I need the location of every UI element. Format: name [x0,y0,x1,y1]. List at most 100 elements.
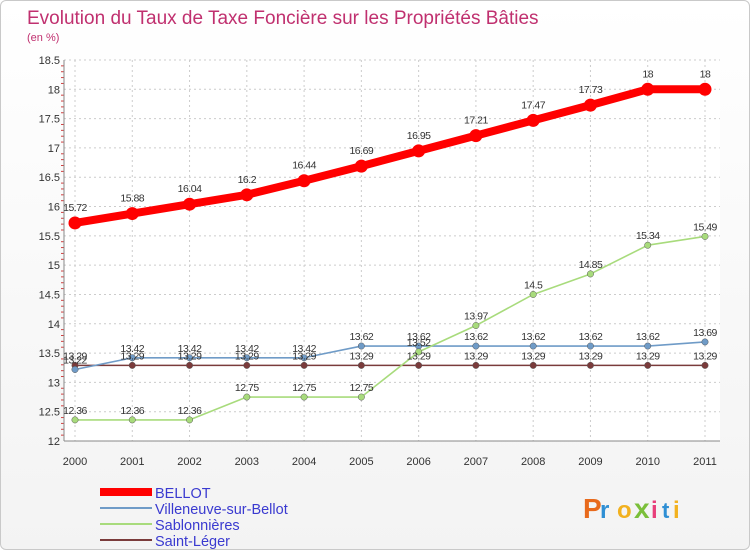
data-label: 13.42 [292,343,316,355]
data-label: 13.62 [407,331,431,343]
data-label: 12.75 [235,382,259,394]
data-label: 13.62 [579,331,603,343]
data-label: 13.29 [120,350,144,362]
y-tick-label: 17.5 [39,114,60,126]
data-label: 13.29 [579,350,603,362]
legend-label-1: Villeneuve-sur-Bellot [155,502,288,518]
y-tick-label: 12.5 [39,407,60,419]
data-point [357,361,365,369]
data-point [128,354,136,362]
x-tick-label: 2004 [292,456,316,468]
logo-letter: o [617,497,632,524]
data-point [300,361,308,369]
x-tick-label: 2000 [63,456,87,468]
x-tick-label: 2005 [349,456,373,468]
legend: BELLOTVilleneuve-sur-BellotSablonnièresS… [100,486,288,550]
proxiti-logo: Pr o x i t i [583,493,680,524]
y-tick-label: 14.5 [39,289,60,301]
data-point [243,361,251,369]
x-tick-label: 2001 [120,456,144,468]
data-point [701,232,709,240]
data-label: 16.2 [238,174,257,186]
data-point [583,98,597,112]
data-point [641,82,655,96]
y-tick-label: 13.5 [39,348,60,360]
data-point [71,416,79,424]
legend-label-0: BELLOT [155,486,211,502]
data-label: 15.34 [636,230,660,242]
data-point [529,342,537,350]
data-point [472,322,480,329]
x-tick-label: 2007 [464,456,488,468]
logo-letter: i [673,497,680,524]
data-label: 13.22 [63,354,87,366]
data-label: 13.52 [407,337,431,349]
data-point [701,338,709,346]
y-tick-label: 18 [48,84,60,96]
data-point [183,197,197,211]
data-point [186,354,193,362]
data-label: 13.97 [464,311,488,323]
data-label: 12.75 [349,382,373,394]
data-point [472,342,480,350]
logo-letter: r [600,497,609,524]
data-label: 12.36 [120,405,144,417]
logo-letter: t [662,498,670,523]
data-point [186,416,193,424]
data-point [698,82,712,96]
data-point [300,393,308,401]
data-point [240,188,254,202]
data-label: 13.62 [349,331,373,343]
data-label: 13.29 [178,350,202,362]
data-point [587,361,594,369]
y-tick-label: 14 [48,319,60,331]
data-label: 13.29 [349,350,373,362]
data-point [529,291,537,298]
data-point [526,113,540,127]
legend-label-2: Sablonnières [155,518,240,534]
data-point [644,361,652,369]
data-point [644,241,652,249]
data-point [71,366,79,373]
data-point [701,361,709,369]
data-point [357,393,365,401]
data-point [243,354,251,362]
data-point [128,361,136,369]
grid-layer [64,59,720,442]
y-tick-label: 16.5 [39,172,60,184]
y-tick-label: 16 [48,202,60,214]
data-point [472,361,480,369]
data-point [300,354,308,362]
series-line-1 [74,341,706,371]
data-label: 13.42 [235,343,259,355]
x-tick-label: 2011 [693,456,717,468]
logo-letter: P [583,493,602,524]
plot-area [64,60,720,441]
data-point [357,342,365,350]
y-tick-label: 12 [48,436,60,448]
series-line-0 [74,85,705,227]
data-point [412,144,426,158]
data-point [243,393,251,401]
chart-subtitle: (en %) [27,32,59,44]
data-label: 14.5 [524,279,543,291]
data-label: 16.04 [178,183,202,195]
data-point [587,270,594,278]
y-tick-label: 17 [48,143,60,155]
data-label: 13.69 [693,327,717,339]
x-tick-label: 2009 [578,456,602,468]
data-point [469,129,483,143]
data-label: 15.49 [693,221,717,233]
data-point [128,416,136,424]
data-label: 13.62 [521,331,545,343]
y-tick-label: 18.5 [39,55,60,67]
data-label: 12.75 [292,382,316,394]
data-point [644,342,652,350]
axes-layer: 12 12.5 13 13.5 14 14.5 15 15.5 16 16.5 17 17.5 18 18… [39,55,720,468]
data-point [529,361,537,369]
data-label: 13.29 [636,350,660,362]
data-label: 16.95 [407,130,431,142]
data-point [354,159,368,173]
y-tick-label: 13 [48,377,60,389]
